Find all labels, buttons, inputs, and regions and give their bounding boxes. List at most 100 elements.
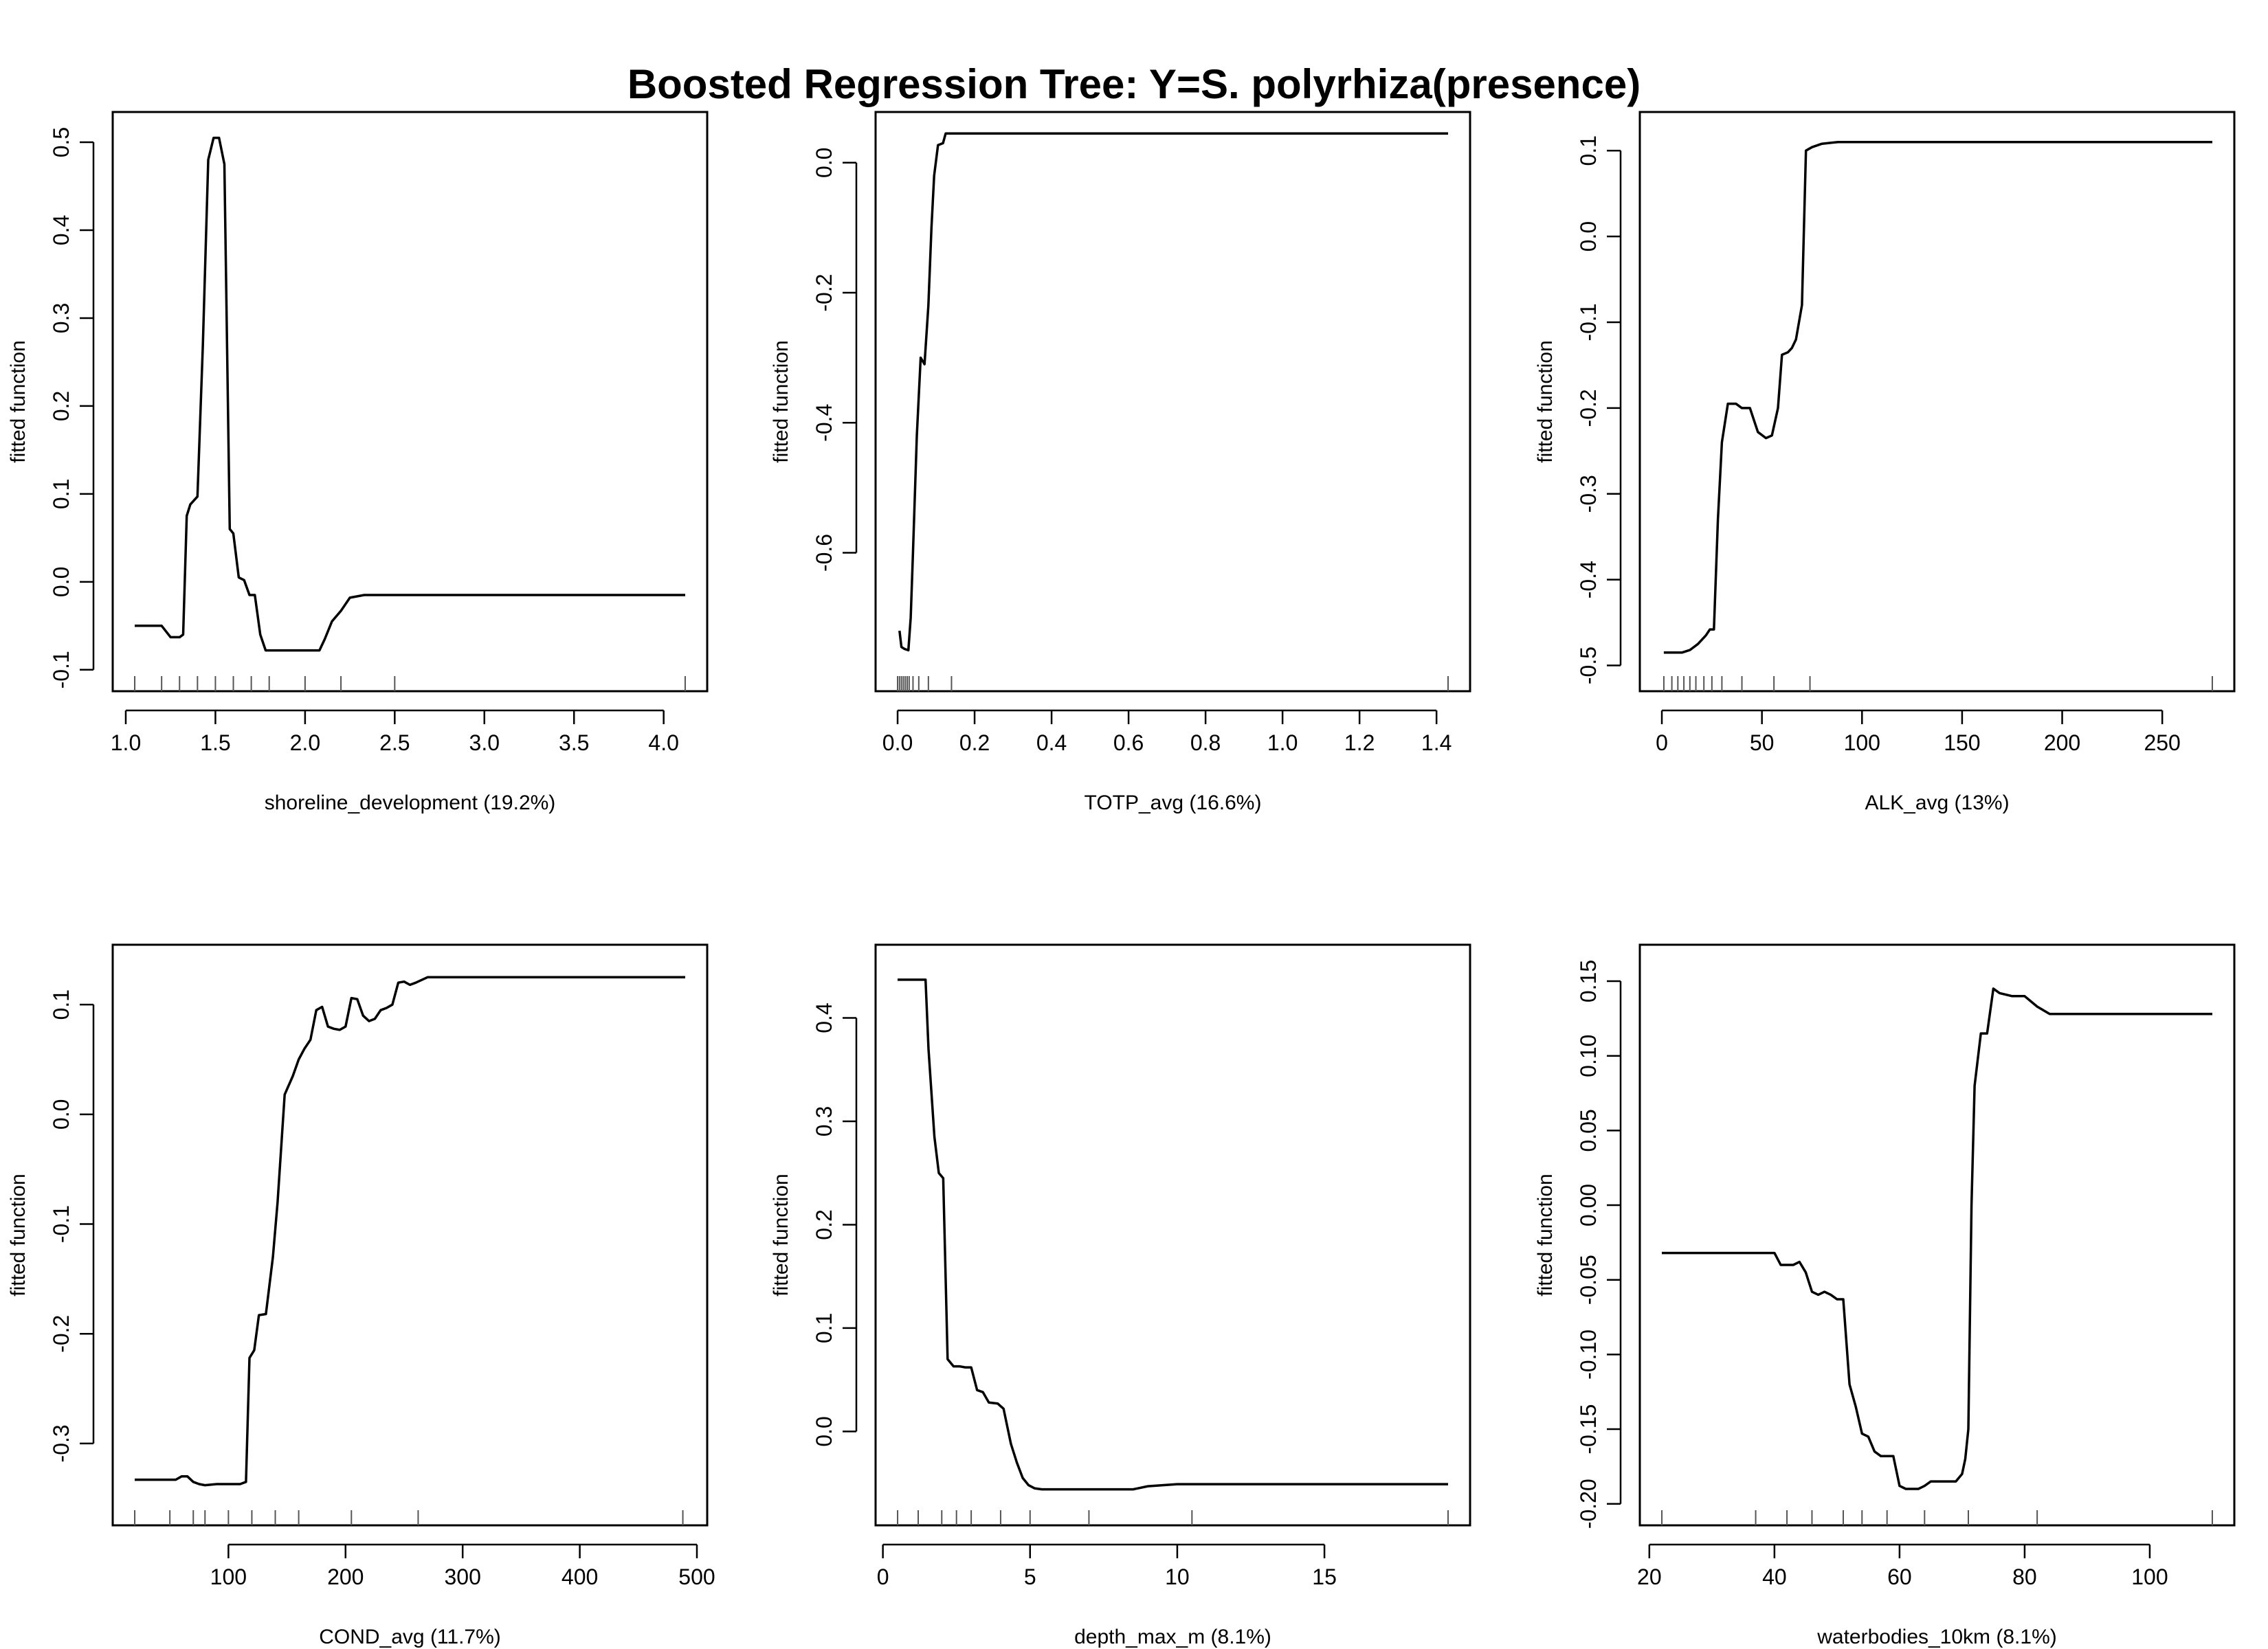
x-axis-label: ALK_avg (13%) [1865,792,2009,814]
y-tick-label: 0.0 [1576,221,1601,251]
plot-frame [874,943,1471,1527]
y-tick-label: 0.0 [49,567,74,597]
x-tick-label: 150 [1944,730,1980,755]
x-tick-label: 200 [327,1564,364,1589]
x-tick-label: 1.0 [111,730,141,755]
y-tick-label: 0.4 [49,215,74,245]
x-axis-label: TOTP_avg (16.6%) [1085,792,1262,814]
x-axis-label: depth_max_m (8.1%) [1074,1626,1271,1648]
y-tick-label: -0.20 [1576,1479,1601,1529]
y-tick-label: -0.1 [1576,303,1601,341]
x-tick-label: 500 [678,1564,715,1589]
y-tick-label: 0.2 [812,1209,836,1239]
y-tick-label: 0.0 [812,1416,836,1446]
panel-2: 0.0 0.2 0.4 0.6 0.8 1.0 1.2 1.4 -0.6 -0.4 -0.2 0.0 T… [770,111,1471,814]
y-tick-label: 0.1 [1576,135,1601,166]
panel-1: 1.0 1.5 2.0 2.5 3.0 3.5 4.0 -0.1 0.0 0.1 0.2 0.3 0.4… [7,111,709,814]
panel-6: 20 40 60 80 100 -0.20 -0.15 -0.10 -0.05 0.00 0.05 0… [1534,943,2236,1648]
plot-frame [111,111,709,693]
x-tick-label: 0.0 [882,730,913,755]
x-tick-label: 0 [1656,730,1668,755]
x-tick-label: 0.4 [1036,730,1067,755]
x-tick-label: 2.5 [379,730,410,755]
x-tick-label: 20 [1637,1564,1662,1589]
x-axis-label: shoreline_development (19.2%) [265,792,556,814]
y-tick-label: 0.00 [1576,1184,1601,1226]
y-axis-label: fitted function [1534,340,1557,462]
x-tick-label: 10 [1165,1564,1190,1589]
x-tick-label: 4.0 [648,730,678,755]
x-axis-label: waterbodies_10km (8.1%) [1816,1626,2057,1648]
y-axis-label: fitted function [770,1174,792,1296]
x-tick-label: 50 [1750,730,1775,755]
x-tick-label: 0.6 [1113,730,1144,755]
x-tick-label: 100 [1844,730,1880,755]
y-tick-label: -0.1 [49,1205,74,1243]
fitted-function-line [135,136,685,652]
y-tick-label: -0.05 [1576,1255,1601,1305]
x-tick-label: 1.0 [1267,730,1298,755]
fitted-function-line [898,132,1448,652]
y-tick-label: -0.2 [812,273,836,311]
y-tick-label: -0.2 [1576,389,1601,427]
x-tick-label: 0 [877,1564,889,1589]
x-tick-label: 0.2 [959,730,990,755]
y-tick-label: -0.10 [1576,1330,1601,1380]
y-axis-label: fitted function [7,1174,30,1296]
y-tick-label: 0.2 [49,391,74,421]
y-tick-label: 0.0 [49,1099,74,1130]
y-tick-label: -0.2 [49,1315,74,1353]
x-tick-label: 1.5 [200,730,230,755]
x-tick-label: 300 [444,1564,480,1589]
y-tick-label: 0.3 [49,303,74,333]
y-axis-label: fitted function [1534,1174,1557,1296]
plot-frame [874,111,1471,693]
plot-frame [111,943,709,1527]
y-tick-label: -0.1 [49,651,74,688]
fitted-function-line [898,978,1448,1491]
plot-frame [1638,111,2236,693]
x-tick-label: 5 [1024,1564,1036,1589]
y-tick-label: -0.4 [812,404,836,442]
y-tick-label: 0.1 [49,989,74,1020]
x-tick-label: 1.2 [1344,730,1375,755]
panel-3: 0 50 100 150 200 250 -0.5 -0.4 -0.3 -0.2 -0.1 0.0 0.… [1534,111,2236,814]
x-tick-label: 200 [2044,730,2080,755]
fitted-function-line [135,976,685,1487]
plot-frame [1638,943,2236,1527]
y-tick-label: 0.0 [812,148,836,178]
y-tick-label: 0.3 [812,1106,836,1136]
y-tick-label: 0.15 [1576,960,1601,1002]
fitted-function-line [1663,140,2212,654]
x-tick-label: 0.8 [1190,730,1221,755]
y-tick-label: 0.05 [1576,1109,1601,1152]
y-tick-label: -0.15 [1576,1404,1601,1455]
panel-5: 0 5 10 15 0.0 0.1 0.2 0.3 0.4 depth_max_m (8.1%) f… [770,943,1471,1648]
x-tick-label: 60 [1887,1564,1912,1589]
x-tick-label: 40 [1762,1564,1787,1589]
y-tick-label: 0.5 [49,127,74,157]
y-tick-label: 0.10 [1576,1035,1601,1077]
y-tick-label: -0.3 [49,1424,74,1462]
y-axis-label: fitted function [770,340,792,462]
x-tick-label: 100 [210,1564,247,1589]
x-tick-label: 3.0 [469,730,500,755]
y-tick-label: -0.4 [1576,561,1601,598]
y-tick-label: -0.3 [1576,475,1601,513]
y-tick-label: -0.5 [1576,647,1601,684]
y-tick-label: 0.4 [812,1002,836,1033]
x-tick-label: 15 [1312,1564,1337,1589]
panel-4: 100 200 300 400 500 -0.3 -0.2 -0.1 0.0 0.1 COND_av… [7,943,715,1648]
x-tick-label: 100 [2131,1564,2168,1589]
y-tick-label: 0.1 [49,479,74,509]
main-title: Boosted Regression Tree: Y=S. polyrhiza(… [627,61,1641,107]
y-tick-label: -0.6 [812,534,836,572]
x-axis-label: COND_avg (11.7%) [319,1626,501,1648]
x-tick-label: 2.0 [290,730,320,755]
y-axis-label: fitted function [7,340,30,462]
fitted-function-line [1662,987,2212,1490]
x-tick-label: 1.4 [1421,730,1452,755]
y-tick-label: 0.1 [812,1313,836,1343]
x-tick-label: 250 [2144,730,2180,755]
